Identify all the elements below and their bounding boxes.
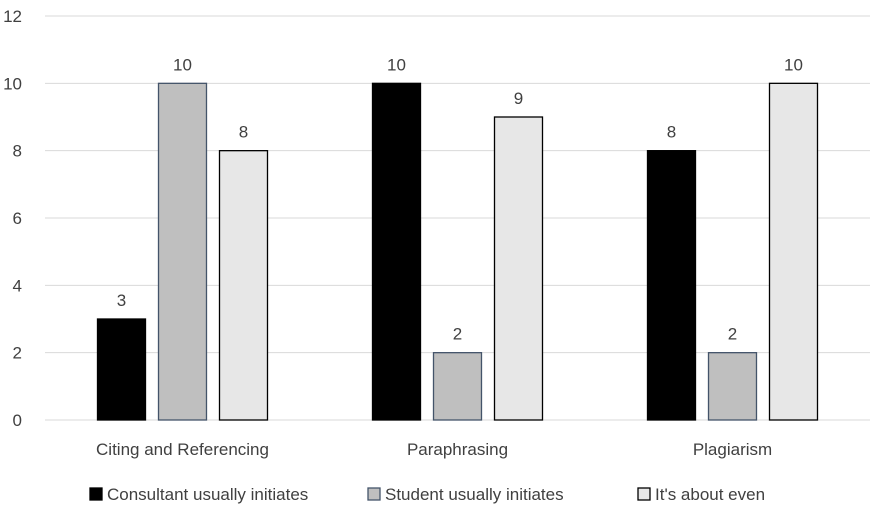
x-axis-category-labels: Citing and Referencing Paraphrasing Plagia…	[96, 440, 772, 459]
bar	[157, 82, 208, 421]
y-tick-label: 12	[3, 7, 22, 26]
data-label: 9	[514, 89, 523, 108]
data-label: 10	[173, 55, 192, 74]
x-category-label: Paraphrasing	[407, 440, 508, 459]
x-category-label: Plagiarism	[693, 440, 772, 459]
bar	[96, 318, 147, 421]
legend-swatch	[367, 487, 381, 501]
y-tick-label: 2	[13, 344, 22, 363]
y-axis-tick-labels: 0 2 4 6 8 10 12	[3, 7, 22, 430]
x-category-label: Citing and Referencing	[96, 440, 269, 459]
bar	[707, 352, 758, 421]
data-label: 3	[117, 291, 126, 310]
y-tick-label: 10	[3, 74, 22, 93]
data-label: 10	[784, 55, 803, 74]
data-label: 8	[667, 123, 676, 142]
data-label: 10	[387, 55, 406, 74]
legend-swatch	[637, 487, 651, 501]
y-tick-label: 4	[13, 276, 22, 295]
data-label: 8	[239, 123, 248, 142]
bar	[768, 82, 819, 421]
legend-swatch	[89, 487, 103, 501]
legend-label: Consultant usually initiates	[107, 485, 308, 504]
bar	[493, 116, 544, 421]
bar	[432, 352, 483, 421]
legend: Consultant usually initiates Student usua…	[89, 485, 765, 504]
y-tick-label: 8	[13, 142, 22, 161]
bars	[96, 82, 819, 421]
data-label: 2	[453, 325, 462, 344]
bar	[371, 82, 422, 421]
data-label: 2	[728, 325, 737, 344]
bar	[218, 150, 269, 421]
y-tick-label: 6	[13, 209, 22, 228]
bar	[646, 150, 697, 421]
legend-label: It's about even	[655, 485, 765, 504]
y-tick-label: 0	[13, 411, 22, 430]
data-labels: 3 10 8 10 2 9 8 2 10	[117, 55, 803, 343]
legend-label: Student usually initiates	[385, 485, 564, 504]
